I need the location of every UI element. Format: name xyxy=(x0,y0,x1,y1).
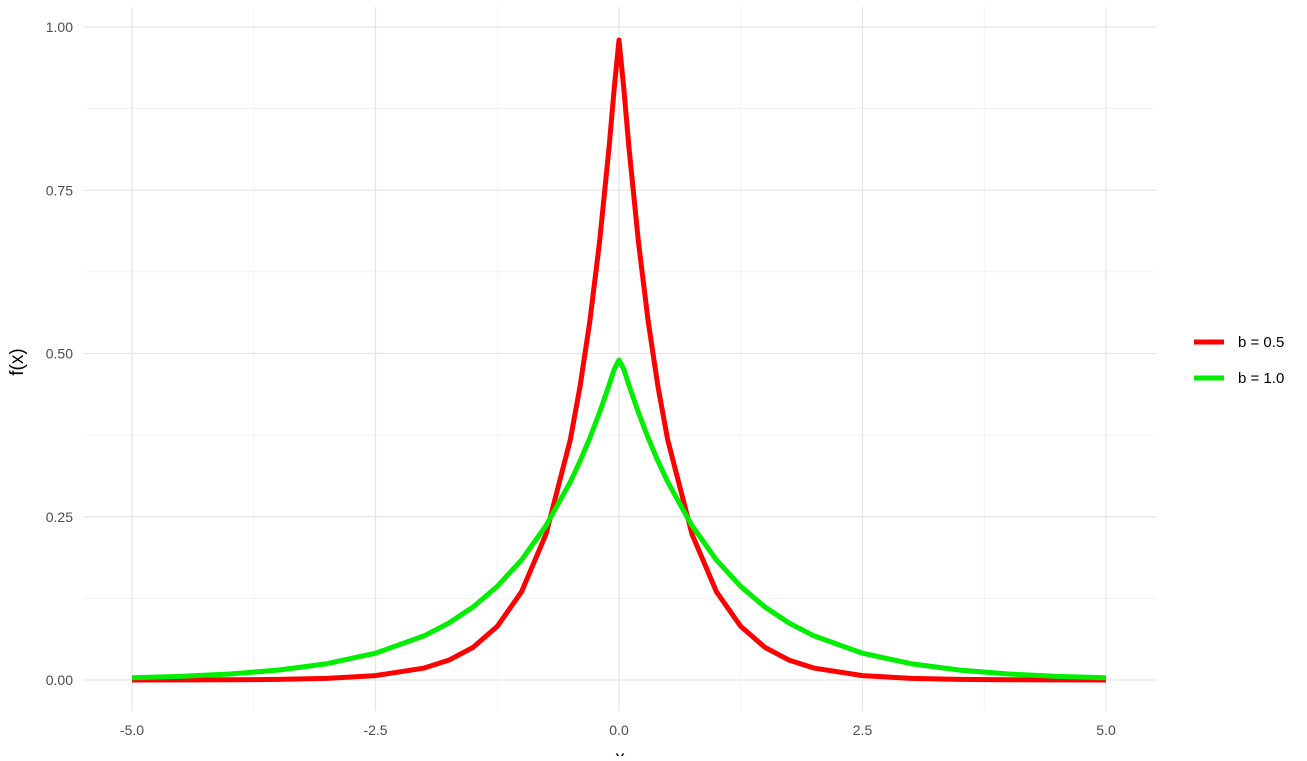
legend-label-2: b = 1.0 xyxy=(1238,370,1284,387)
x-tick-label: 5.0 xyxy=(1096,722,1116,738)
y-axis-tick-labels: 0.00 0.25 0.50 0.75 1.00 xyxy=(46,19,73,688)
legend: b = 0.5 b = 1.0 xyxy=(1194,334,1284,387)
x-axis-tick-labels: -5.0 -2.5 0.0 2.5 5.0 xyxy=(120,722,1116,738)
x-axis-title: x xyxy=(615,748,625,756)
minor-gridlines xyxy=(84,7,1156,711)
series-lines xyxy=(131,37,1107,683)
y-tick-label: 0.25 xyxy=(46,509,73,525)
y-tick-label: 0.50 xyxy=(46,346,73,362)
x-tick-label: 2.5 xyxy=(853,722,873,738)
y-tick-label: 1.00 xyxy=(46,19,73,35)
x-tick-label: -2.5 xyxy=(363,722,387,738)
y-tick-label: 0.00 xyxy=(46,672,73,688)
y-tick-label: 0.75 xyxy=(46,182,73,198)
series-line-2 xyxy=(131,357,1107,681)
series-line-1 xyxy=(131,37,1107,683)
x-tick-label: -5.0 xyxy=(120,722,144,738)
y-axis-title: f(x) xyxy=(7,348,28,375)
legend-label-1: b = 0.5 xyxy=(1238,334,1284,351)
x-tick-label: 0.0 xyxy=(609,722,629,738)
